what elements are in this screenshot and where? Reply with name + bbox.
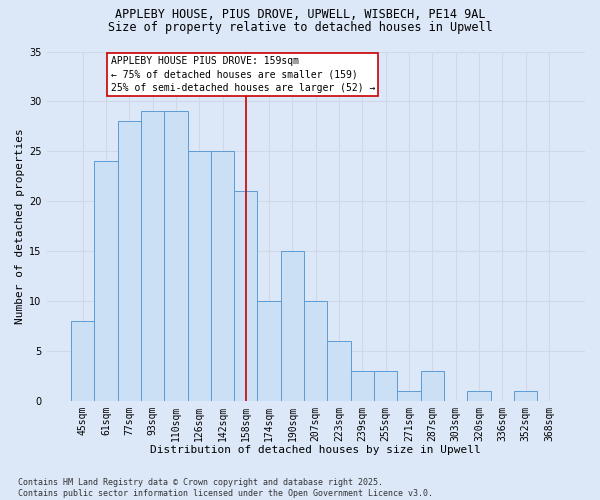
Bar [257,301,281,400]
Bar [94,162,118,400]
Y-axis label: Number of detached properties: Number of detached properties [15,128,25,324]
Bar [118,122,141,400]
Bar [397,390,421,400]
Bar [374,371,397,400]
X-axis label: Distribution of detached houses by size in Upwell: Distribution of detached houses by size … [151,445,481,455]
Bar [467,390,491,400]
Bar [304,301,328,400]
Bar [514,390,537,400]
Bar [164,112,188,401]
Bar [211,152,234,400]
Bar [141,112,164,401]
Text: Contains HM Land Registry data © Crown copyright and database right 2025.
Contai: Contains HM Land Registry data © Crown c… [18,478,433,498]
Text: APPLEBY HOUSE, PIUS DROVE, UPWELL, WISBECH, PE14 9AL: APPLEBY HOUSE, PIUS DROVE, UPWELL, WISBE… [115,8,485,20]
Bar [281,251,304,400]
Bar [188,152,211,400]
Bar [234,191,257,400]
Bar [71,321,94,400]
Text: APPLEBY HOUSE PIUS DROVE: 159sqm
← 75% of detached houses are smaller (159)
25% : APPLEBY HOUSE PIUS DROVE: 159sqm ← 75% o… [110,56,375,93]
Bar [328,341,351,400]
Bar [351,371,374,400]
Text: Size of property relative to detached houses in Upwell: Size of property relative to detached ho… [107,22,493,35]
Bar [421,371,444,400]
